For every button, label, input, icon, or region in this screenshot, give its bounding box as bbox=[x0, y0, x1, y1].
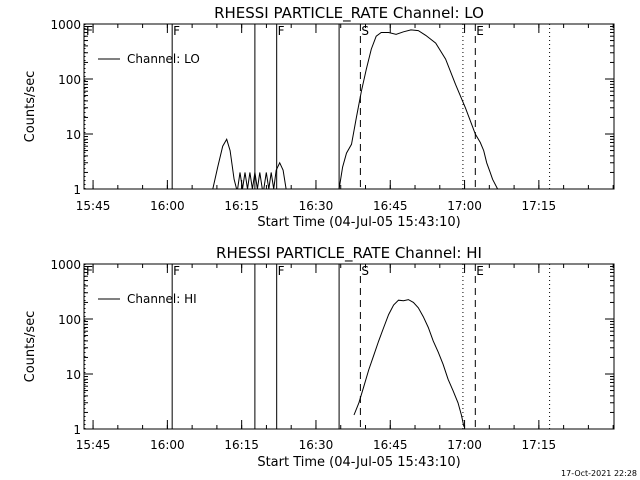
y-tick-label: 1 bbox=[73, 183, 81, 197]
plot-frame bbox=[83, 23, 615, 190]
panel-channel-lo: RHESSI PARTICLE_RATE Channel: LO 1 10 100 10… bbox=[23, 4, 615, 230]
x-tick-label: 16:15 bbox=[224, 199, 259, 213]
x-tick-label: 16:15 bbox=[224, 438, 259, 452]
annotation-label: F bbox=[278, 264, 285, 278]
x-tick-label: 15:45 bbox=[76, 199, 111, 213]
x-tick-label: 16:45 bbox=[373, 199, 408, 213]
series-line bbox=[263, 161, 287, 190]
annotation-label: S bbox=[361, 264, 369, 278]
x-tick-label: 16:30 bbox=[299, 438, 334, 452]
y-tick-label: 100 bbox=[58, 313, 81, 327]
annotation-label: F bbox=[173, 24, 180, 38]
x-axis-label: Start Time (04-Jul-05 15:43:10) bbox=[257, 215, 460, 230]
chart-title: RHESSI PARTICLE_RATE Channel: HI bbox=[216, 244, 482, 263]
y-tick-label: 10 bbox=[66, 128, 81, 142]
x-tick-label: 17:15 bbox=[522, 438, 557, 452]
annotation-label: E bbox=[476, 264, 484, 278]
y-tick-label: 1000 bbox=[50, 18, 81, 32]
x-tick-label: 17:00 bbox=[447, 438, 482, 452]
series-line bbox=[338, 29, 499, 190]
x-axis-label: Start Time (04-Jul-05 15:43:10) bbox=[257, 455, 460, 470]
legend-entry: Channel: HI bbox=[127, 292, 197, 306]
x-tick-label: 16:00 bbox=[150, 199, 185, 213]
y-tick-label: 10 bbox=[66, 368, 81, 382]
y-axis-label: Counts/sec bbox=[23, 311, 38, 383]
x-tick-label: 17:00 bbox=[447, 199, 482, 213]
annotation-label: S bbox=[361, 24, 369, 38]
legend-entry: Channel: LO bbox=[127, 52, 200, 66]
y-tick-label: 1 bbox=[73, 423, 81, 437]
annotation-label: F bbox=[278, 24, 285, 38]
y-tick-label: 100 bbox=[58, 73, 81, 87]
series-line bbox=[353, 299, 465, 427]
y-axis-label: Counts/sec bbox=[23, 71, 38, 143]
x-tick-label: 16:00 bbox=[150, 438, 185, 452]
annotation-label: E bbox=[476, 24, 484, 38]
annotation-label: F bbox=[173, 264, 180, 278]
x-tick-label: 15:45 bbox=[76, 438, 111, 452]
panel-channel-hi: RHESSI PARTICLE_RATE Channel: HI 1 10 100 10… bbox=[23, 244, 615, 470]
footer-timestamp: 17-Oct-2021 22:28 bbox=[561, 469, 637, 478]
x-tick-label: 16:45 bbox=[373, 438, 408, 452]
x-tick-label: 16:30 bbox=[299, 199, 334, 213]
annotation-label: F bbox=[86, 24, 93, 38]
x-tick-label: 17:15 bbox=[522, 199, 557, 213]
plot-frame bbox=[83, 263, 615, 430]
y-tick-label: 1000 bbox=[50, 258, 81, 272]
series-line bbox=[237, 172, 263, 190]
annotation-label: F bbox=[86, 264, 93, 278]
series-line bbox=[212, 138, 238, 190]
chart-title: RHESSI PARTICLE_RATE Channel: LO bbox=[214, 4, 484, 23]
